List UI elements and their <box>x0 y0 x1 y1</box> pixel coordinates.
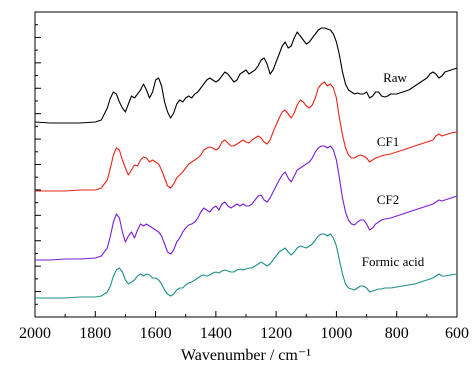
plot-frame <box>34 11 458 318</box>
series-label-cf1: CF1 <box>377 134 399 149</box>
y-axis-minor-ticks <box>35 24 41 305</box>
x-tick-label-1600: 1600 <box>140 325 172 342</box>
series-line-cf1 <box>35 81 458 192</box>
x-tick-label-600: 600 <box>445 325 469 342</box>
x-tick-label-1200: 1200 <box>260 325 292 342</box>
series-line-cf2 <box>35 145 458 261</box>
series-line-raw <box>34 27 458 124</box>
series-label-raw: Raw <box>383 70 407 85</box>
x-tick-label-1400: 1400 <box>200 325 232 342</box>
series-layer: Raw CF1 CF2 Formic acid <box>34 27 458 299</box>
series-label-cf2: CF2 <box>377 192 399 207</box>
x-axis: 2000 1800 1600 1400 1200 1000 800 600 <box>19 311 469 342</box>
x-tick-label-800: 800 <box>385 325 409 342</box>
x-tick-label-1000: 1000 <box>320 325 352 342</box>
x-axis-label: Wavenumber / cm⁻¹ <box>181 347 311 364</box>
x-tick-label-1800: 1800 <box>79 325 111 342</box>
x-tick-label-2000: 2000 <box>19 325 51 342</box>
series-label-formic-acid: Formic acid <box>362 254 425 269</box>
series-line-formic-acid <box>35 233 458 299</box>
